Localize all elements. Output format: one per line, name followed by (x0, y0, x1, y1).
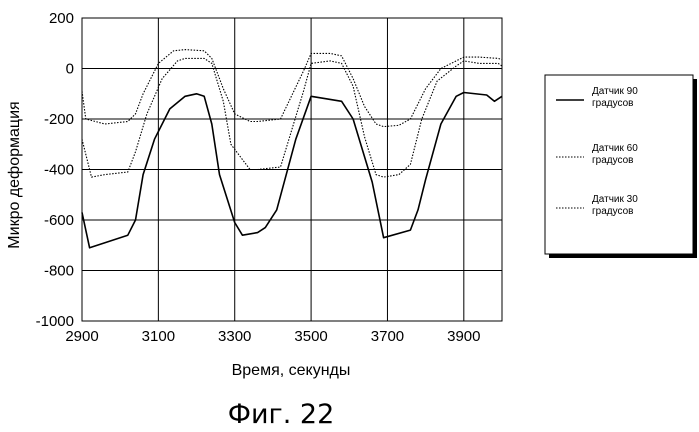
x-tick-label: 2900 (65, 328, 98, 345)
series-line-3 (82, 50, 502, 127)
y-tick-label: -200 (44, 111, 74, 128)
y-tick-label: -800 (44, 263, 74, 280)
legend-label-2: градусов (592, 155, 633, 166)
legend: Датчик 90градусовДатчик 60градусовДатчик… (545, 75, 697, 258)
legend-label-1: градусов (592, 98, 633, 109)
x-tick-label: 3700 (371, 328, 404, 345)
legend-label-3: градусов (592, 206, 633, 217)
y-axis-title: Микро деформация (6, 101, 23, 248)
legend-label-3: Датчик 30 (592, 194, 638, 205)
x-axis-title: Время, секунды (232, 362, 351, 379)
series-line-2 (82, 58, 502, 177)
y-tick-label: 200 (49, 10, 74, 27)
x-tick-label: 3900 (447, 328, 480, 345)
y-tick-label: -400 (44, 162, 74, 179)
y-tick-label: 0 (66, 61, 74, 78)
x-tick-label: 3300 (218, 328, 251, 345)
x-tick-label: 3100 (142, 328, 175, 345)
series-line-1 (82, 93, 502, 248)
series-lines (82, 50, 502, 248)
legend-label-1: Датчик 90 (592, 86, 638, 97)
x-tick-label: 3500 (294, 328, 327, 345)
axis-tick-labels: 2900 3100 3300 3500 3700 3900 200 0 -200 -400 -600… (36, 10, 481, 345)
legend-label-2: Датчик 60 (592, 143, 638, 154)
y-tick-label: -1000 (36, 313, 74, 330)
figure-label: Фиг. 22 (228, 399, 335, 430)
y-tick-label: -600 (44, 212, 74, 229)
